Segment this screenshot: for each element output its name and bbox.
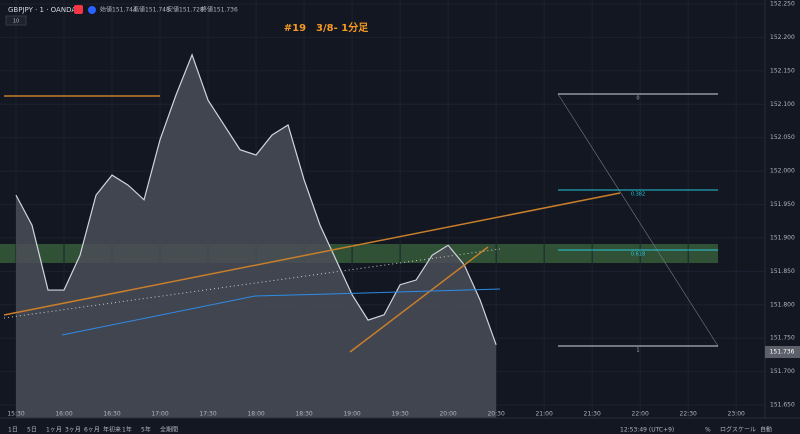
x-tick-label: 17:30 xyxy=(199,411,216,418)
y-tick-label: 152.200 xyxy=(770,34,795,41)
ohlc-low: 安値151.728 xyxy=(167,6,204,14)
fib-label: 1 xyxy=(636,348,639,354)
y-tick-label: 151.950 xyxy=(770,201,795,208)
y-tick-label: 151.800 xyxy=(770,301,795,308)
x-tick-label: 19:30 xyxy=(391,411,408,418)
x-tick-label: 18:30 xyxy=(295,411,312,418)
x-tick-label: 22:00 xyxy=(632,411,649,418)
range-button[interactable]: 6ヶ月 xyxy=(84,427,100,434)
price-line xyxy=(15,53,497,346)
range-buttons: 1日 5日 1ヶ月 3ヶ月 6ヶ月 年初来 1年 5年 全期間 xyxy=(8,426,178,434)
moving-average xyxy=(61,288,501,336)
x-tick-label: 16:00 xyxy=(55,411,72,418)
range-button[interactable]: 1日 xyxy=(8,427,18,434)
x-tick-label: 20:00 xyxy=(439,411,456,418)
last-price: 151.736 xyxy=(770,349,795,356)
y-tick-label: 152.050 xyxy=(770,134,795,141)
x-tick-label: 20:30 xyxy=(487,411,504,418)
ohlc-close: 終値151.736 xyxy=(201,6,238,14)
range-button[interactable]: 5日 xyxy=(27,427,37,434)
clock: 12:53:49 (UTC+9) xyxy=(620,427,674,434)
y-tick-label: 151.900 xyxy=(770,234,795,241)
y-tick-label: 152.250 xyxy=(770,1,795,8)
x-tick-label: 21:30 xyxy=(584,411,601,418)
fib-label: 0 xyxy=(636,96,639,102)
x-tick-label: 15:30 xyxy=(7,411,24,418)
y-tick-label: 152.150 xyxy=(770,67,795,74)
x-tick-label: 18:00 xyxy=(247,411,264,418)
y-tick-label: 152.100 xyxy=(770,101,795,108)
x-tick-label: 23:00 xyxy=(728,411,745,418)
ohlc-high: 高値151.748 xyxy=(133,6,170,14)
ohlc-open: 始値151.744 xyxy=(100,6,137,14)
range-button[interactable]: 1ヶ月 xyxy=(46,427,62,434)
y-tick-label: 152.000 xyxy=(770,168,795,175)
x-tick-label: 16:30 xyxy=(103,411,120,418)
toolbar xyxy=(0,425,800,434)
area-fill xyxy=(16,54,497,418)
symbol-badge xyxy=(74,5,83,14)
fib-label: 0.618 xyxy=(631,252,645,258)
fib-diagonal xyxy=(557,93,719,347)
range-button[interactable]: 3ヶ月 xyxy=(65,427,81,434)
fib-label: 0.382 xyxy=(631,192,645,198)
y-tick-label: 151.650 xyxy=(770,402,795,409)
plot xyxy=(0,0,765,418)
x-tick-label: 21:00 xyxy=(535,411,552,418)
x-tick-label: 19:00 xyxy=(343,411,360,418)
range-button[interactable]: 全期間 xyxy=(160,426,178,434)
trend-line xyxy=(349,246,489,353)
symbol: GBPJPY · 1 · OANDA xyxy=(8,6,76,14)
chart-title: #19 3/8- 1分足 xyxy=(284,21,369,34)
volume: 10 xyxy=(13,19,19,25)
x-tick-label: 17:00 xyxy=(151,411,168,418)
x-tick-label: 22:30 xyxy=(680,411,697,418)
y-tick-label: 151.850 xyxy=(770,268,795,275)
auto-toggle[interactable]: 自動 xyxy=(760,426,772,434)
trend-line xyxy=(3,192,621,316)
y-tick-label: 151.750 xyxy=(770,335,795,342)
range-button[interactable]: 5年 xyxy=(141,426,151,434)
volume-box[interactable] xyxy=(5,15,27,26)
y-tick-label: 151.700 xyxy=(770,368,795,375)
log-toggle[interactable]: ログスケール xyxy=(720,426,756,434)
range-button[interactable]: 1年 xyxy=(122,426,132,434)
play-button[interactable] xyxy=(88,6,96,14)
range-button[interactable]: 年初来 xyxy=(103,426,121,434)
last-price-box xyxy=(765,346,800,358)
percent-toggle[interactable]: % xyxy=(705,427,711,434)
